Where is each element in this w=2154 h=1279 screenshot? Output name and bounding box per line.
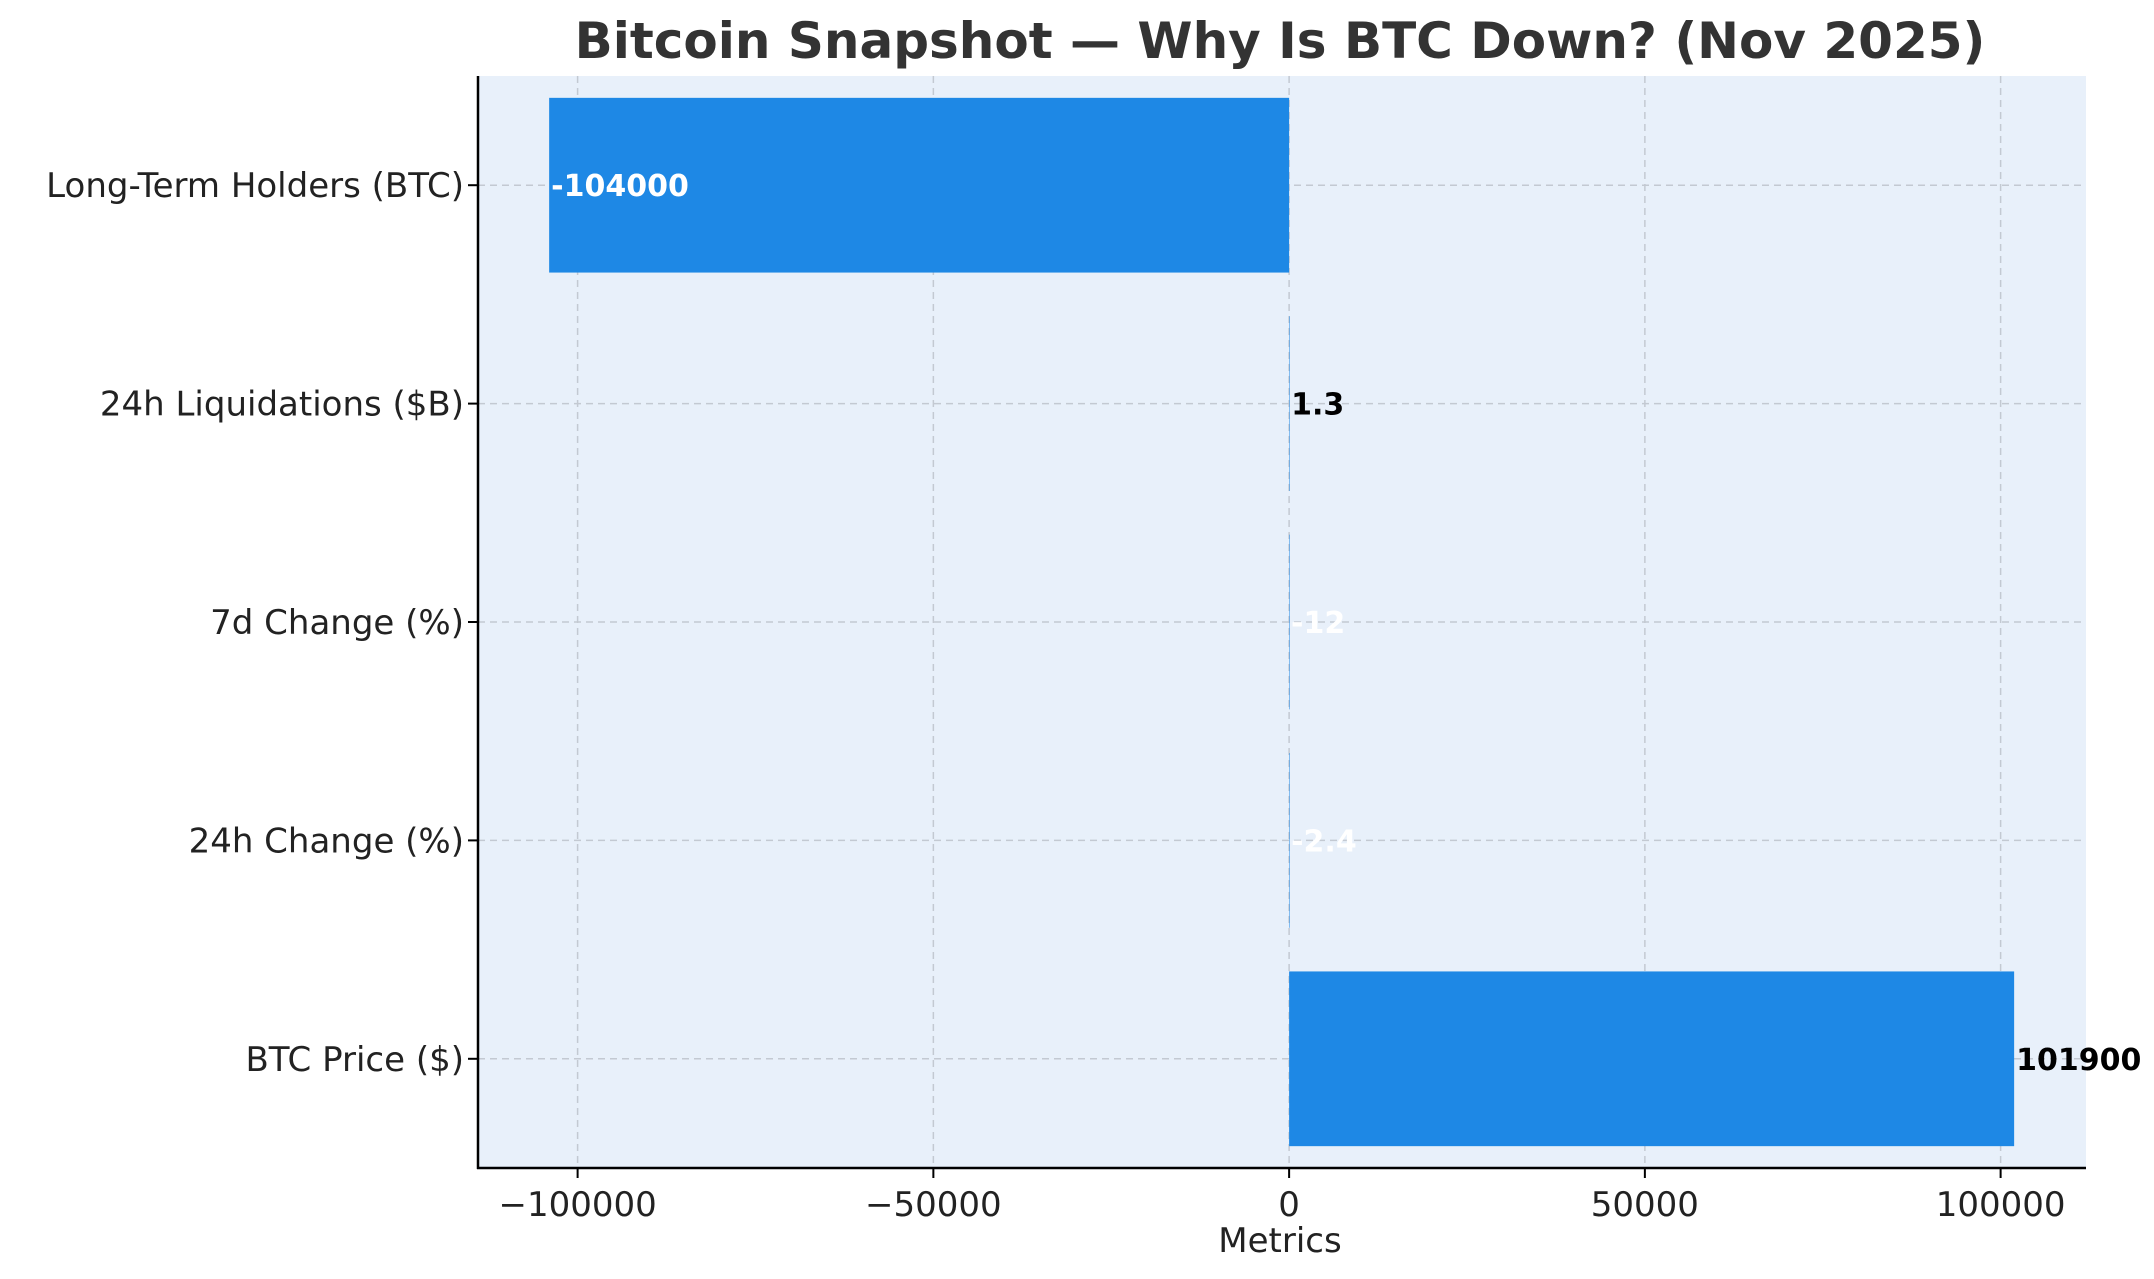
bar: [1289, 316, 1290, 491]
bar: [549, 97, 1290, 273]
y-tick-label: 24h Change (%): [189, 821, 464, 861]
x-tick-label: 100000: [1936, 1185, 2066, 1225]
data-labels: 101900 -2.4 -12 1.3 -104000: [551, 169, 2141, 1078]
bar: [1289, 753, 1290, 928]
x-tick-label: 0: [1278, 1185, 1300, 1225]
y-axis-ticks: BTC Price ($) 24h Change (%) 7d Change (%)…: [46, 166, 478, 1080]
data-label: -12: [1291, 606, 1345, 641]
x-axis-label: Metrics: [1218, 1221, 1341, 1261]
x-axis-ticks: −100000 −50000 0 50000 100000: [498, 1168, 2066, 1225]
y-tick-label: 24h Liquidations ($B): [100, 385, 464, 425]
data-label: -2.4: [1291, 824, 1357, 859]
data-label: -104000: [551, 169, 689, 204]
y-tick-label: BTC Price ($): [245, 1040, 464, 1080]
chart-title: Bitcoin Snapshot — Why Is BTC Down? (Nov…: [575, 12, 1986, 70]
y-tick-label: 7d Change (%): [210, 603, 464, 643]
x-tick-label: −100000: [498, 1185, 656, 1225]
y-tick-label: Long-Term Holders (BTC): [46, 166, 464, 206]
data-label: 101900: [2016, 1043, 2141, 1078]
x-tick-label: −50000: [865, 1185, 1002, 1225]
bar: [1289, 971, 2015, 1147]
x-tick-label: 50000: [1591, 1185, 1699, 1225]
data-label: 1.3: [1291, 388, 1344, 423]
bar: [1289, 534, 1290, 710]
bars: [549, 97, 2015, 1147]
